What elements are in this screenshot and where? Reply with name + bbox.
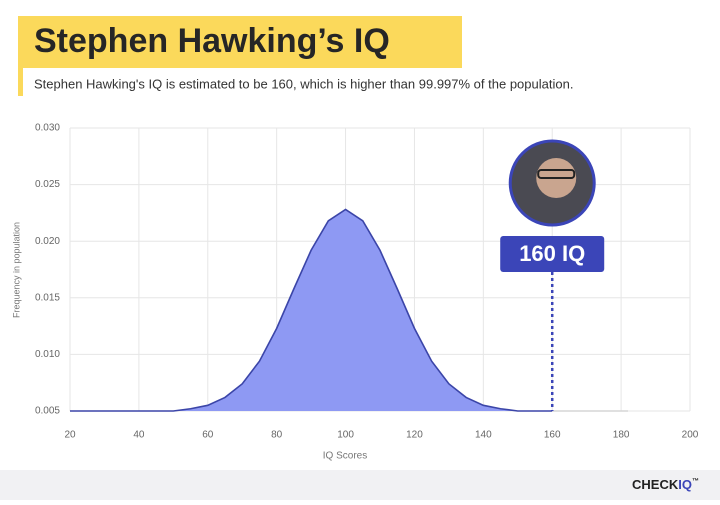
y-tick-label: 0.010: [35, 349, 60, 360]
x-tick-label: 60: [202, 430, 214, 441]
annotation-label: 160 IQ: [519, 241, 585, 266]
chart-title: Stephen Hawking’s IQ: [34, 22, 390, 60]
x-tick-label: 180: [613, 430, 630, 441]
subtitle-bar: [18, 68, 23, 96]
footer: [0, 470, 720, 500]
annotation-box: [500, 236, 605, 272]
brand-mark: ™: [692, 478, 699, 485]
x-tick-label: 120: [406, 430, 423, 441]
y-tick-label: 0.025: [35, 179, 60, 190]
area: [70, 209, 553, 411]
brand-name: CHECK: [632, 477, 679, 492]
brand-accent: IQ: [678, 477, 692, 492]
chart-subtitle: Stephen Hawking's IQ is estimated to be …: [34, 76, 573, 91]
plot: 0.005 0.010 0.015 0.020 0.025 0.030 20 40 60 80 10…: [35, 123, 699, 441]
x-axis-label: IQ Scores: [323, 451, 367, 462]
y-tick-label: 0.030: [35, 123, 60, 134]
x-tick-label: 20: [64, 430, 76, 441]
x-tick-label: 40: [133, 430, 145, 441]
x-tick-label: 140: [475, 430, 492, 441]
title-highlight: [18, 16, 462, 68]
brand-logo: CHECKIQ™: [632, 477, 699, 492]
portrait-glasses: [537, 169, 576, 179]
area-line: [70, 208, 553, 412]
y-tick-label: 0.020: [35, 236, 60, 247]
y-tick-label: 0.015: [35, 292, 60, 303]
x-tick-label: 160: [544, 430, 561, 441]
x-tick-label: 100: [337, 430, 354, 441]
y-axis-label: Frequency in population: [11, 222, 21, 318]
x-tick-label: 200: [682, 430, 699, 441]
x-tick-label: 80: [271, 430, 283, 441]
y-tick-label: 0.005: [35, 406, 60, 417]
